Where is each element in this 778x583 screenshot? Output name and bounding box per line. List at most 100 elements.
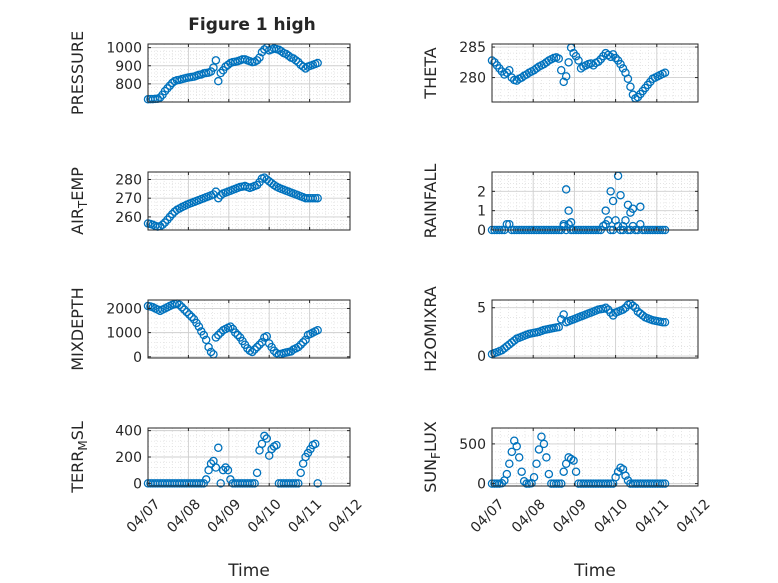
y-tick-label: 2 [477, 184, 486, 200]
y-axis-label: H2OMIXRA [421, 286, 440, 372]
data-point [214, 330, 223, 340]
subplot-4: 0 1 2 RAINFALL [421, 164, 699, 239]
data-point [574, 56, 583, 65]
data-point [194, 479, 204, 488]
data-point [289, 479, 298, 488]
y-tick-label: 200 [115, 450, 142, 466]
data-point [313, 193, 322, 203]
data-point [660, 68, 670, 77]
y-axis-label: RAINFALL [421, 164, 440, 239]
data-point [180, 305, 189, 314]
y-axis-label: THETA [421, 47, 440, 99]
data-point [296, 468, 305, 478]
subplot-3: 260 270 280 AIRTEMP [68, 167, 351, 235]
data-point [539, 439, 549, 449]
data-point [175, 300, 184, 310]
data-point [206, 347, 216, 357]
data-point [199, 330, 209, 340]
y-axis-label: TERRMSL [68, 421, 90, 494]
data-point [255, 340, 264, 349]
data-point [260, 431, 269, 441]
data-point [616, 190, 625, 200]
data-point [552, 479, 561, 488]
data-point [519, 476, 529, 486]
data-point [247, 479, 257, 488]
data-point [606, 187, 615, 196]
data-point [594, 57, 603, 66]
data-point [559, 310, 568, 319]
data-point [514, 453, 524, 462]
data-point [534, 445, 544, 454]
data-point [621, 471, 630, 480]
data-point [658, 479, 667, 488]
data-point [291, 56, 301, 65]
axes-box [491, 299, 699, 359]
data-point [529, 473, 539, 482]
data-point [301, 335, 310, 345]
data-point [658, 317, 667, 327]
data-point [284, 51, 293, 61]
axes-box [491, 427, 699, 487]
data-point [569, 456, 578, 465]
data-point [223, 60, 233, 70]
data-point [233, 330, 242, 340]
data-point [201, 335, 211, 345]
data-point [623, 200, 633, 210]
data-point [311, 439, 320, 449]
data-point [221, 463, 230, 472]
figure-title: Figure 1 high [188, 15, 316, 35]
y-tick-label: 280 [115, 172, 142, 188]
y-axis-label: AIRTEMP [68, 167, 90, 235]
subplot-7: 0 200 400 04/07 04/08 04/09 04/10 04/11 04/12 TER… [68, 421, 366, 581]
data-point [571, 467, 581, 476]
data-point [559, 219, 568, 229]
data-point [216, 68, 225, 78]
data-point [618, 64, 628, 73]
axes-box [491, 43, 699, 103]
data-point [556, 479, 566, 488]
data-point [298, 338, 308, 347]
y-tick-label: 900 [115, 59, 142, 75]
data-point [313, 479, 322, 488]
data-point [313, 58, 322, 68]
data-point [313, 325, 322, 335]
data-point [618, 305, 628, 314]
axes-box [147, 299, 351, 359]
data-point [226, 322, 235, 331]
data-point [611, 53, 620, 63]
y-tick-label: 0 [477, 223, 486, 239]
data-point [301, 64, 310, 73]
y-tick-label: 500 [459, 437, 486, 453]
subplot-1: 800 900 1000 PRESSURE [68, 31, 351, 115]
data-point [497, 478, 507, 488]
y-tick-label: 1 [477, 204, 486, 220]
data-point [252, 342, 262, 352]
data-point [211, 463, 221, 472]
data-point [209, 63, 218, 72]
axes-box [491, 171, 699, 231]
y-axis-label: SUNFLUX [421, 421, 443, 493]
data-point [603, 479, 613, 488]
x-tick-label: 04/11 [633, 496, 673, 536]
data-point [554, 54, 563, 63]
y-tick-label: 270 [115, 191, 142, 207]
data-point [544, 469, 554, 479]
data-point [505, 66, 514, 75]
data-point [660, 317, 670, 327]
data-point [291, 479, 301, 488]
data-point [294, 57, 303, 67]
data-point [522, 479, 531, 488]
data-point [606, 479, 615, 488]
data-point [502, 219, 512, 229]
x-tick-label: 04/09 [550, 496, 590, 536]
data-point [163, 84, 172, 93]
y-tick-label: 1000 [106, 326, 142, 342]
y-tick-label: 280 [459, 71, 486, 87]
y-tick-label: 0 [133, 476, 142, 492]
data-point [564, 206, 573, 215]
data-point [257, 439, 267, 449]
data-point [554, 479, 563, 488]
x-tick-label: 04/10 [245, 496, 285, 536]
data-point [500, 70, 509, 79]
